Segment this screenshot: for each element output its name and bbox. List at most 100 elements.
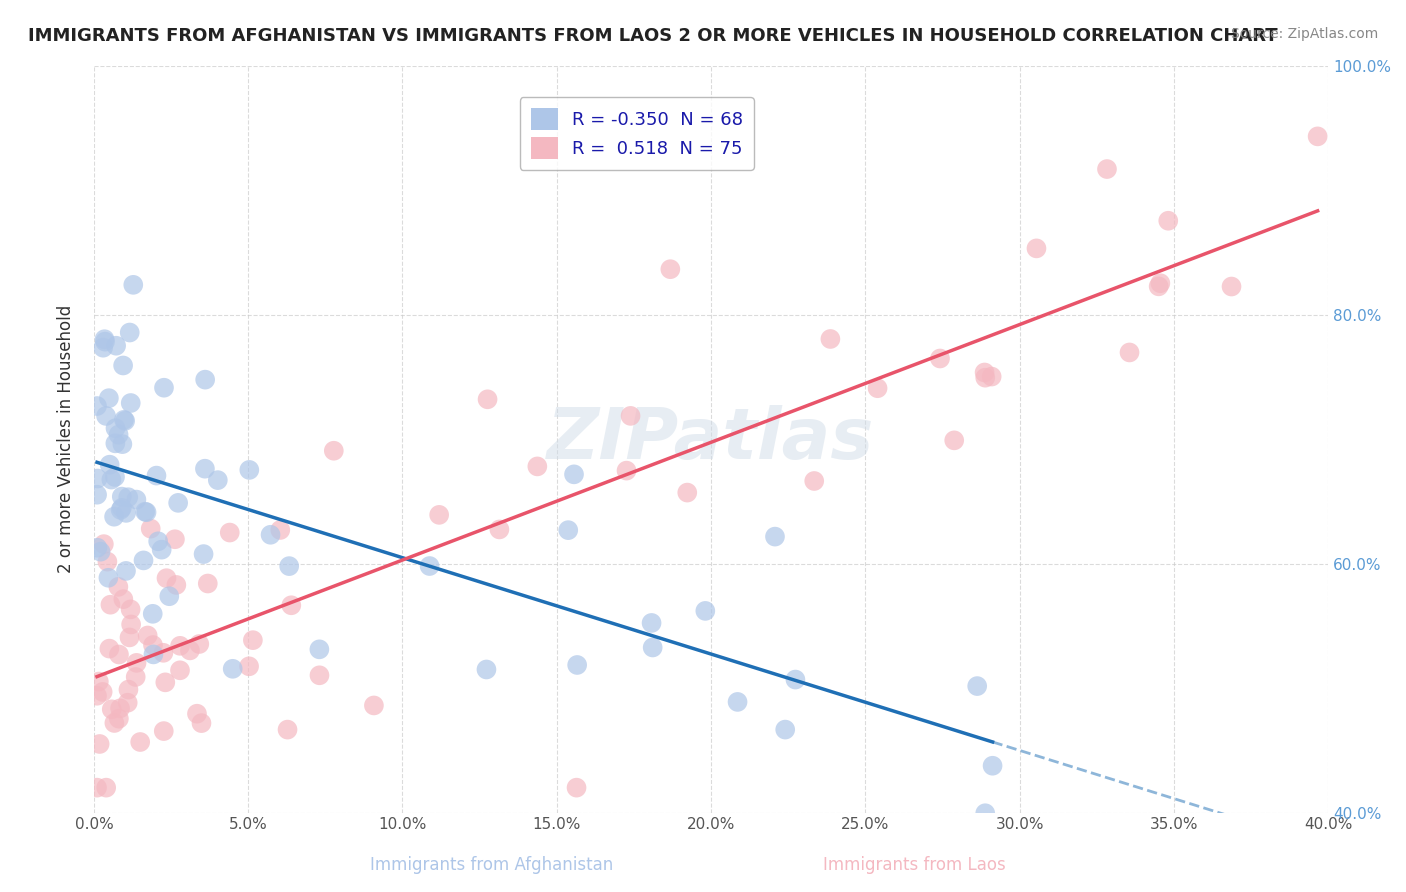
Text: ZIPatlas: ZIPatlas xyxy=(547,405,875,474)
Point xyxy=(197,576,219,591)
Point xyxy=(103,716,125,731)
Point xyxy=(146,534,169,549)
Point xyxy=(91,341,114,355)
Point xyxy=(803,474,825,488)
Point xyxy=(155,571,177,585)
Point xyxy=(117,490,139,504)
Point xyxy=(86,689,108,703)
Point xyxy=(169,639,191,653)
Point xyxy=(526,459,548,474)
Point xyxy=(98,458,121,472)
Text: Immigrants from Afghanistan: Immigrants from Afghanistan xyxy=(370,856,614,874)
Point xyxy=(86,488,108,502)
Point xyxy=(980,369,1002,384)
Point xyxy=(242,633,264,648)
Point xyxy=(111,437,134,451)
Point xyxy=(157,589,180,603)
Point xyxy=(94,334,117,349)
Point xyxy=(86,541,108,555)
Point xyxy=(96,780,118,795)
Point xyxy=(142,638,165,652)
Point xyxy=(104,421,127,435)
Point xyxy=(785,673,807,687)
Point xyxy=(488,523,510,537)
Point xyxy=(1220,279,1243,293)
Point xyxy=(640,615,662,630)
Point xyxy=(120,396,142,410)
Point xyxy=(193,547,215,561)
Point xyxy=(112,592,135,607)
Point xyxy=(278,559,301,574)
Point xyxy=(155,675,177,690)
Point xyxy=(150,542,173,557)
Point xyxy=(142,607,165,621)
Point xyxy=(96,555,118,569)
Point xyxy=(117,682,139,697)
Point xyxy=(727,695,749,709)
Point xyxy=(363,698,385,713)
Point xyxy=(169,663,191,677)
Point xyxy=(107,427,129,442)
Point xyxy=(165,578,187,592)
Point xyxy=(153,381,176,395)
Point xyxy=(981,758,1004,772)
Point xyxy=(86,471,108,485)
Point xyxy=(108,701,131,715)
Point xyxy=(136,628,159,642)
Point xyxy=(114,414,136,428)
Point xyxy=(125,670,148,684)
Point xyxy=(557,523,579,537)
Point xyxy=(1149,276,1171,290)
Point xyxy=(308,642,330,657)
Point xyxy=(90,544,112,558)
Point xyxy=(111,500,134,515)
Point xyxy=(194,373,217,387)
Point xyxy=(616,464,638,478)
Point xyxy=(103,509,125,524)
Point xyxy=(207,473,229,487)
Point xyxy=(142,648,165,662)
Point xyxy=(763,530,786,544)
Point xyxy=(1157,213,1180,227)
Point xyxy=(111,490,134,504)
Point xyxy=(695,604,717,618)
Point xyxy=(966,679,988,693)
Point xyxy=(1147,279,1170,293)
Point xyxy=(659,262,682,277)
Text: Immigrants from Laos: Immigrants from Laos xyxy=(823,856,1005,874)
Point xyxy=(943,434,966,448)
Point xyxy=(269,523,291,537)
Point xyxy=(308,668,330,682)
Point xyxy=(100,473,122,487)
Point xyxy=(259,528,281,542)
Point xyxy=(100,702,122,716)
Point xyxy=(1025,241,1047,255)
Point xyxy=(194,461,217,475)
Point xyxy=(167,496,190,510)
Point xyxy=(562,467,585,482)
Point xyxy=(238,463,260,477)
Point xyxy=(112,359,135,373)
Point xyxy=(152,646,174,660)
Point xyxy=(86,399,108,413)
Point xyxy=(100,598,122,612)
Point xyxy=(93,537,115,551)
Point xyxy=(108,712,131,726)
Point xyxy=(773,723,796,737)
Point xyxy=(974,806,997,821)
Point xyxy=(186,706,208,721)
Point xyxy=(276,723,298,737)
Point xyxy=(125,656,148,670)
Point xyxy=(238,659,260,673)
Point xyxy=(122,277,145,292)
Point xyxy=(110,503,132,517)
Point xyxy=(132,553,155,567)
Point xyxy=(567,657,589,672)
Point xyxy=(91,685,114,699)
Point xyxy=(163,533,186,547)
Point xyxy=(190,716,212,731)
Point xyxy=(134,505,156,519)
Point xyxy=(427,508,450,522)
Point xyxy=(280,599,302,613)
Point xyxy=(641,640,664,655)
